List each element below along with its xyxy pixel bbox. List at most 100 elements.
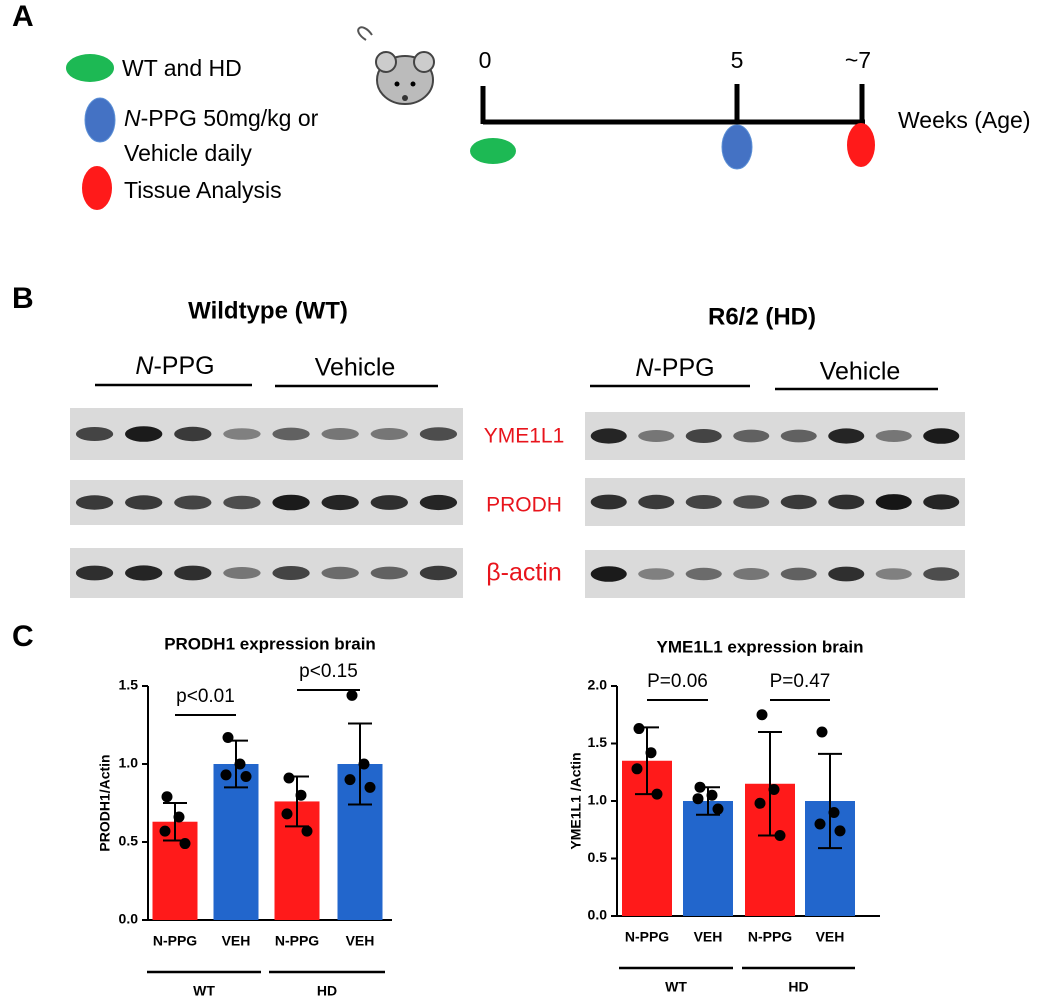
blot-background — [585, 550, 965, 598]
y-axis-label: YME1L1 /Actin — [568, 752, 584, 849]
blot-band — [174, 495, 212, 510]
blot-band — [223, 428, 261, 440]
blot-band — [828, 566, 865, 582]
legend-marker — [84, 97, 116, 143]
data-point — [756, 709, 768, 721]
data-point — [295, 789, 307, 801]
group-label: HD — [788, 979, 808, 995]
timeline-label: 5 — [731, 47, 744, 73]
data-point — [692, 793, 704, 805]
charts: PRODH1 expression brain PRODH1/Actin 0.0 0.… — [97, 634, 880, 999]
legend-marker — [82, 166, 112, 210]
data-point — [364, 781, 376, 793]
data-point — [834, 825, 846, 837]
group-label: WT — [665, 979, 687, 995]
legend-text: WT and HD — [122, 55, 242, 81]
data-point — [631, 763, 643, 775]
italic-part: N — [635, 354, 654, 382]
data-point — [814, 818, 826, 830]
blot-band — [125, 565, 163, 581]
text-part: -PPG — [153, 352, 214, 380]
bar — [683, 801, 733, 916]
data-point — [283, 772, 295, 784]
blot-band — [370, 495, 408, 510]
x-tick-label: N-PPG — [748, 929, 792, 945]
panel-letter: B — [12, 282, 34, 315]
data-point — [651, 788, 663, 800]
blot-band — [638, 568, 675, 580]
data-point — [173, 811, 185, 823]
x-tick-label: N-PPG — [153, 933, 197, 949]
blot-band — [875, 494, 912, 510]
data-point — [754, 797, 766, 809]
data-point — [633, 723, 645, 735]
blot-band — [923, 494, 960, 510]
y-tick-label: 2.0 — [588, 677, 608, 693]
y-tick-label: 0.0 — [588, 907, 608, 923]
panel-letter: A — [12, 0, 34, 33]
blot-band — [174, 426, 212, 442]
group-label: HD — [317, 983, 337, 999]
x-tick-label: VEH — [694, 929, 723, 945]
y-tick-label: 1.0 — [119, 755, 139, 771]
blot-band — [590, 566, 627, 582]
blot-band — [272, 494, 310, 511]
y-tick-label: 0.5 — [588, 849, 608, 865]
blot-band — [370, 428, 408, 440]
data-point — [220, 769, 232, 781]
y-tick-label: 0.5 — [119, 833, 139, 849]
group-label: WT — [193, 983, 215, 999]
y-axis-label: PRODH1/Actin — [97, 754, 113, 851]
timeline-label: ~7 — [845, 47, 871, 73]
blot-band — [75, 565, 114, 581]
blot-band — [685, 495, 722, 509]
timeline-label: 0 — [479, 47, 492, 73]
blot-band — [125, 495, 163, 510]
blot-band — [875, 568, 912, 580]
text-part: -PPG — [653, 354, 714, 382]
blot-band — [923, 428, 960, 444]
x-tick-label: VEH — [346, 933, 375, 949]
blot-band — [75, 427, 114, 441]
timeline-axis-label: Weeks (Age) — [898, 107, 1031, 133]
error-bar — [818, 752, 842, 850]
group-label: Vehicle — [820, 358, 901, 386]
blot-band — [590, 494, 627, 510]
blot-band — [272, 566, 310, 580]
data-point — [768, 784, 780, 795]
blot-band — [223, 495, 261, 510]
y-tick-label: 1.5 — [588, 734, 608, 750]
blot-band — [875, 430, 912, 442]
group-label: N-PPG — [635, 354, 714, 382]
mouse-icon — [357, 26, 435, 105]
data-point — [645, 747, 657, 759]
bar-chart: PRODH1 expression brain PRODH1/Actin 0.0 0.… — [97, 634, 392, 999]
blot-title: Wildtype (WT) — [188, 297, 348, 324]
blot-band — [419, 565, 458, 581]
x-tick-label: N-PPG — [275, 933, 319, 949]
blot-band — [828, 494, 865, 510]
blot-band — [733, 495, 770, 509]
data-point — [240, 770, 252, 782]
legend-text: Tissue Analysis — [124, 177, 282, 203]
data-point — [179, 838, 191, 850]
blot-band — [780, 567, 817, 581]
x-tick-label: VEH — [816, 929, 845, 945]
blot-band — [828, 428, 865, 444]
y-tick-label: 1.5 — [119, 677, 139, 693]
data-point — [222, 731, 234, 743]
x-tick-label: N-PPG — [625, 929, 669, 945]
blot-band — [638, 494, 675, 510]
y-tick-label: 0.0 — [119, 911, 139, 927]
blot-band — [321, 428, 359, 440]
legend-text: Vehicle daily — [124, 140, 252, 166]
chart-title: PRODH1 expression brain — [164, 634, 376, 653]
data-point — [159, 825, 171, 837]
data-point — [694, 781, 706, 793]
data-point — [828, 807, 840, 818]
group-label: N-PPG — [135, 352, 214, 380]
blot-band — [419, 494, 458, 511]
blots — [70, 408, 965, 598]
y-tick-label: 1.0 — [588, 792, 608, 808]
